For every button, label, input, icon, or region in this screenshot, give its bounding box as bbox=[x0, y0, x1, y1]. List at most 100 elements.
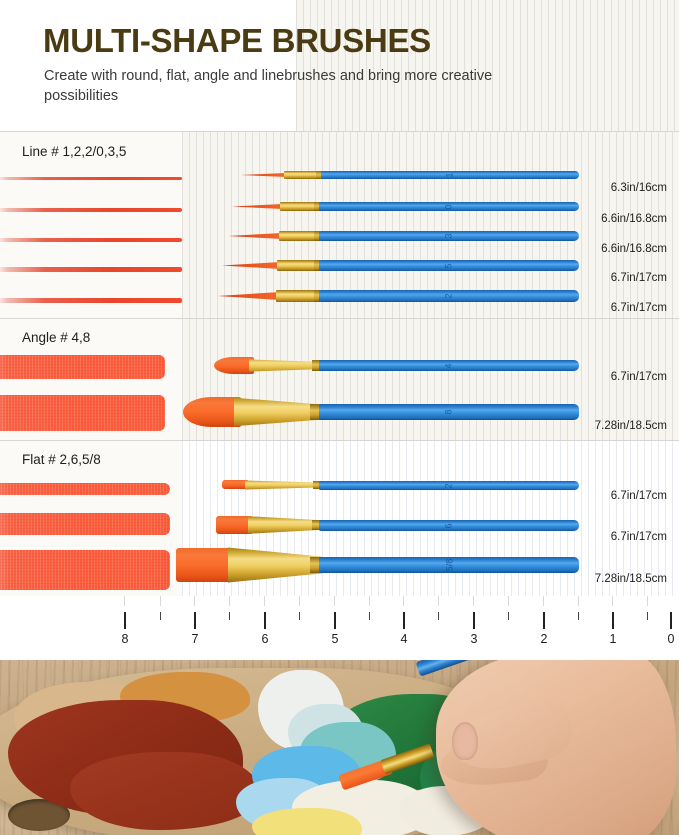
bristle-head bbox=[176, 548, 232, 582]
brush-size-label: 6.7in/17cm bbox=[610, 531, 667, 543]
section-label-angle: Angle # 4,8 bbox=[22, 330, 91, 345]
brush-panel-background bbox=[182, 132, 679, 318]
section-divider bbox=[0, 440, 679, 441]
ruler-tick-minor bbox=[578, 612, 580, 620]
paint-texture bbox=[0, 550, 170, 590]
ferrule-ring bbox=[314, 202, 320, 211]
ruler-number: 4 bbox=[400, 632, 408, 646]
thumb-nail bbox=[452, 722, 478, 760]
paint-texture bbox=[0, 395, 165, 431]
paint-swatch bbox=[0, 395, 165, 431]
bristle-head bbox=[216, 516, 252, 534]
measurement-ruler: 8 7 6 5 4 3 2 1 0 bbox=[0, 596, 679, 660]
ruler-tick-minor bbox=[229, 612, 231, 620]
ruler-tick-major bbox=[473, 612, 475, 629]
handle: 6 bbox=[319, 520, 579, 531]
bristle-head bbox=[183, 397, 241, 427]
swatch-panel-background bbox=[0, 132, 182, 318]
ruler-tick-major bbox=[543, 612, 545, 629]
handle: 2 bbox=[319, 481, 579, 490]
bristle-tip bbox=[222, 262, 280, 269]
ferrule-ring bbox=[316, 171, 322, 179]
ruler-tick-minor bbox=[647, 612, 649, 620]
handle-number: 8 bbox=[443, 409, 454, 415]
handle: 8 bbox=[319, 404, 579, 420]
paint-texture bbox=[0, 355, 165, 379]
paint-swatch bbox=[0, 355, 165, 379]
brush-size-label: 6.3in/16cm bbox=[610, 182, 667, 194]
paint-blob bbox=[252, 808, 362, 835]
handle-number: 6 bbox=[443, 522, 454, 529]
ruler-number: 0 bbox=[667, 632, 675, 646]
handle: 5 bbox=[319, 260, 579, 271]
paint-texture bbox=[0, 513, 170, 535]
handle-number: 0 bbox=[443, 203, 454, 210]
ferrule-ring bbox=[312, 360, 321, 371]
ruler-number: 1 bbox=[609, 632, 617, 646]
ruler-tick-major bbox=[194, 612, 196, 629]
section-angle-brushes: Angle # 4,8 4 6.7in/17cm 8 7.28in/18.5c bbox=[0, 319, 679, 440]
brush-size-label: 6.6in/16.8cm bbox=[601, 213, 667, 225]
bristle-tip bbox=[218, 292, 280, 300]
ruler-number: 8 bbox=[121, 632, 129, 646]
ruler-number: 2 bbox=[540, 632, 548, 646]
handle: 2 bbox=[319, 290, 579, 302]
section-flat-brushes: Flat # 2,6,5/8 2 6.7in/17cm 6 bbox=[0, 441, 679, 596]
handle: 5/8 bbox=[319, 557, 579, 573]
paint-swatch bbox=[0, 513, 170, 535]
paint-swatch bbox=[0, 177, 182, 180]
handle: 0 bbox=[319, 202, 579, 211]
page-title: MULTI-SHAPE BRUSHES bbox=[43, 22, 431, 59]
ruler-tick-major bbox=[612, 612, 614, 629]
handle-number: 2 bbox=[443, 482, 454, 489]
handle: 3 bbox=[319, 231, 579, 241]
ruler-tick-minor bbox=[160, 612, 162, 620]
bristle-head bbox=[222, 480, 248, 489]
handle-number: 5/8 bbox=[443, 558, 454, 572]
ruler-number: 3 bbox=[470, 632, 478, 646]
ferrule-ring bbox=[314, 260, 320, 271]
brush-size-label: 6.7in/17cm bbox=[610, 272, 667, 284]
ferrule-ring bbox=[310, 404, 321, 420]
brush-size-label: 7.28in/18.5cm bbox=[594, 573, 667, 585]
ruler-number: 7 bbox=[191, 632, 199, 646]
ferrule bbox=[284, 171, 322, 179]
ferrule bbox=[277, 260, 320, 271]
ruler-tick-major bbox=[403, 612, 405, 629]
page-subtitle: Create with round, flat, angle and lineb… bbox=[44, 68, 493, 104]
ferrule bbox=[245, 480, 321, 490]
paint-swatch bbox=[0, 298, 182, 303]
handle-number: 2 bbox=[443, 293, 454, 299]
ferrule bbox=[276, 290, 320, 302]
ferrule bbox=[248, 516, 322, 534]
ruler-tick-major bbox=[124, 612, 126, 629]
handle-number: 4 bbox=[443, 362, 454, 369]
brush-size-label: 6.7in/17cm bbox=[610, 302, 667, 314]
paint-swatch bbox=[0, 483, 170, 495]
brush-size-label: 6.7in/17cm bbox=[610, 490, 667, 502]
handle-number: 1 bbox=[444, 172, 455, 178]
paint-swatch bbox=[0, 238, 182, 242]
paint-swatch bbox=[0, 550, 170, 590]
ferrule-ring bbox=[313, 481, 321, 489]
ferrule bbox=[280, 202, 320, 211]
section-divider bbox=[0, 318, 679, 319]
ferrule-ring bbox=[314, 290, 320, 302]
paint-texture bbox=[0, 483, 170, 495]
handle: 1 bbox=[321, 171, 579, 179]
ruler-tick-major bbox=[334, 612, 336, 629]
ferrule bbox=[249, 359, 321, 372]
ruler-tick-minor bbox=[299, 612, 301, 620]
ruler-number: 5 bbox=[331, 632, 339, 646]
section-divider bbox=[0, 131, 679, 132]
section-label-line: Line # 1,2,2/0,3,5 bbox=[22, 144, 127, 159]
bristle-tip bbox=[228, 233, 282, 239]
lifestyle-photo bbox=[0, 660, 679, 835]
brush-size-label: 7.28in/18.5cm bbox=[594, 420, 667, 432]
paint-swatch bbox=[0, 267, 182, 272]
ferrule-ring bbox=[314, 231, 320, 241]
section-line-brushes: Line # 1,2,2/0,3,5 1 6.3in/16cm 0 6.6in/… bbox=[0, 132, 679, 318]
brush-size-label: 6.6in/16.8cm bbox=[601, 243, 667, 255]
header-stripe-background bbox=[296, 0, 679, 131]
ruler-tick-minor bbox=[438, 612, 440, 620]
